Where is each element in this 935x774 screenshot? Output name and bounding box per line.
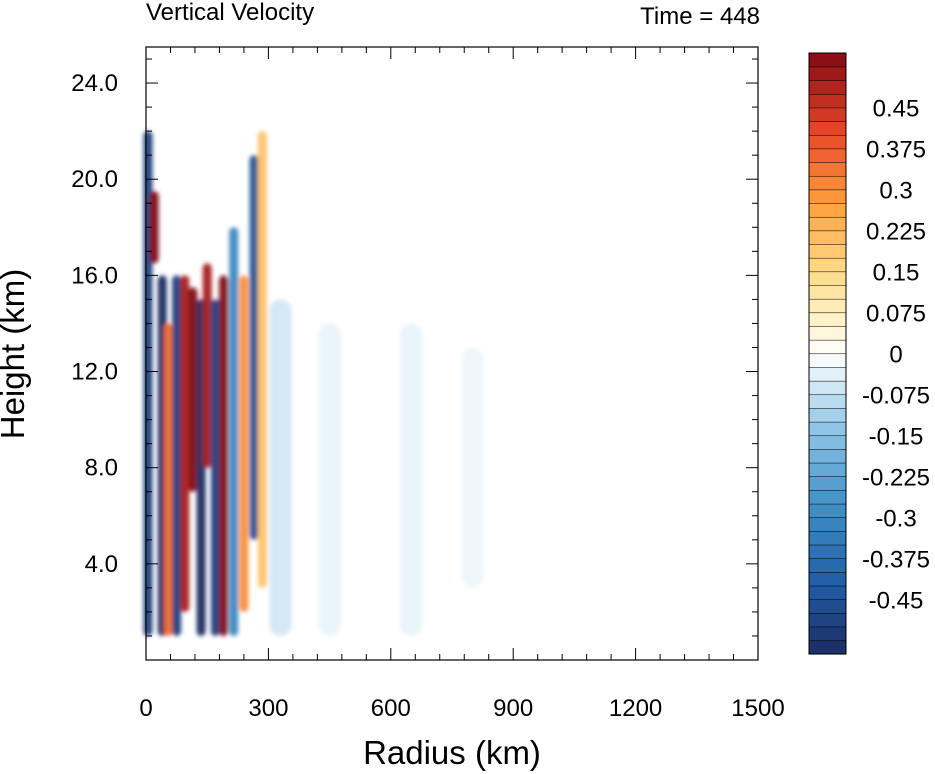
colorbar-box xyxy=(808,585,847,600)
colorbar-box xyxy=(808,121,847,136)
colorbar-box xyxy=(808,366,847,382)
colorbar-box xyxy=(808,189,847,204)
chart-subtitle: Time = 448 xyxy=(640,3,760,30)
velocity-cell xyxy=(210,299,220,636)
colorbar-box xyxy=(808,626,847,641)
colorbar-box xyxy=(808,517,847,532)
y-axis-label: Height (km) xyxy=(0,269,31,440)
colorbar-box xyxy=(808,80,847,95)
colorbar-box xyxy=(808,503,847,518)
colorbar-box xyxy=(808,407,847,423)
colorbar-box xyxy=(808,52,847,68)
y-tick-label: 24.0 xyxy=(71,70,118,97)
colorbar-label: -0.375 xyxy=(862,546,930,573)
colorbar-box xyxy=(808,107,847,122)
colorbar-box xyxy=(808,339,847,355)
colorbar-box xyxy=(808,476,847,491)
colorbar-box xyxy=(808,216,847,232)
colorbar-label: -0.225 xyxy=(862,464,930,491)
colorbar-box xyxy=(808,257,847,273)
colorbar-box xyxy=(808,175,847,191)
colorbar-box xyxy=(808,489,847,505)
x-tick-label: 300 xyxy=(248,695,288,722)
colorbar-label: 0.075 xyxy=(866,301,926,328)
colorbar-frame xyxy=(808,52,847,655)
y-tick-label: 8.0 xyxy=(85,455,118,482)
velocity-cell xyxy=(149,191,159,264)
colorbar-label: 0 xyxy=(889,342,902,369)
velocity-cell xyxy=(229,227,239,637)
chart-title: Vertical Velocity xyxy=(146,0,314,26)
velocity-field xyxy=(143,131,484,637)
colorbar-box xyxy=(808,640,847,655)
velocity-cell xyxy=(163,323,173,636)
x-tick-label: 600 xyxy=(371,695,411,722)
colorbar-box xyxy=(808,243,847,259)
velocity-cell xyxy=(257,131,267,588)
colorbar-boxes xyxy=(808,52,847,655)
velocity-cell xyxy=(202,263,212,468)
colorbar-box xyxy=(808,353,847,368)
colorbar-box xyxy=(808,271,847,286)
y-tick-label: 4.0 xyxy=(85,551,118,578)
colorbar-box xyxy=(808,66,847,81)
colorbar-box xyxy=(808,599,847,614)
colorbar-label: 0.3 xyxy=(879,178,912,205)
colorbar-box xyxy=(808,394,847,409)
colorbar-label: 0.15 xyxy=(873,260,920,287)
velocity-cell xyxy=(400,323,423,636)
colorbar-box xyxy=(808,544,847,559)
y-tick-label: 20.0 xyxy=(71,166,118,193)
colorbar-box xyxy=(808,462,847,477)
colorbar-box xyxy=(808,148,847,163)
velocity-cell xyxy=(188,287,198,492)
colorbar-box xyxy=(808,312,847,327)
x-tick-label: 900 xyxy=(493,695,533,722)
colorbar-label: 0.225 xyxy=(866,219,926,246)
colorbar-box xyxy=(808,298,847,314)
colorbar-labels: -0.45 -0.375 -0.3 -0.225 -0.15 -0.075 0 0.075 0.… xyxy=(862,96,930,615)
velocity-cell xyxy=(180,275,190,612)
x-tick-label: 1500 xyxy=(731,695,784,722)
colorbar-box xyxy=(808,134,847,150)
velocity-cell xyxy=(239,275,249,612)
colorbar-box xyxy=(808,284,847,300)
colorbar-box xyxy=(808,203,847,218)
colorbar-box xyxy=(808,558,847,573)
colorbar-box xyxy=(808,380,847,396)
y-axis-ticks: 4.0 8.0 12.0 16.0 20.0 24.0 xyxy=(71,58,758,637)
x-tick-label: 0 xyxy=(139,695,152,722)
colorbar-box xyxy=(808,435,847,450)
velocity-cell xyxy=(219,275,228,636)
plot-area: 0 300 600 900 1200 1500 4.0 8.0 12.0 16.0 20.0 24.… xyxy=(71,46,785,722)
colorbar: -0.45 -0.375 -0.3 -0.225 -0.15 -0.075 0 0.075 0.… xyxy=(808,52,930,655)
velocity-cell xyxy=(318,323,341,636)
y-tick-label: 12.0 xyxy=(71,359,118,386)
colorbar-label: 0.45 xyxy=(873,96,920,123)
velocity-cell xyxy=(269,299,292,636)
colorbar-box xyxy=(808,448,847,464)
x-axis-label: Radius (km) xyxy=(363,734,541,771)
colorbar-label: -0.15 xyxy=(869,424,924,451)
colorbar-box xyxy=(808,162,847,177)
y-tick-label: 16.0 xyxy=(71,262,118,289)
colorbar-box xyxy=(808,612,847,628)
plot-frame xyxy=(145,46,759,661)
velocity-cell xyxy=(249,155,259,540)
velocity-cell xyxy=(172,275,182,636)
colorbar-box xyxy=(808,93,847,109)
colorbar-label: 0.375 xyxy=(866,137,926,164)
colorbar-label: -0.45 xyxy=(869,587,924,614)
velocity-cell xyxy=(461,347,484,588)
colorbar-label: -0.075 xyxy=(862,383,930,410)
x-axis-ticks: 0 300 600 900 1200 1500 xyxy=(139,47,785,722)
colorbar-box xyxy=(808,325,847,341)
colorbar-box xyxy=(808,230,847,245)
colorbar-box xyxy=(808,571,847,587)
colorbar-box xyxy=(808,530,847,546)
x-tick-label: 1200 xyxy=(609,695,662,722)
colorbar-box xyxy=(808,421,847,437)
colorbar-label: -0.3 xyxy=(875,505,916,532)
